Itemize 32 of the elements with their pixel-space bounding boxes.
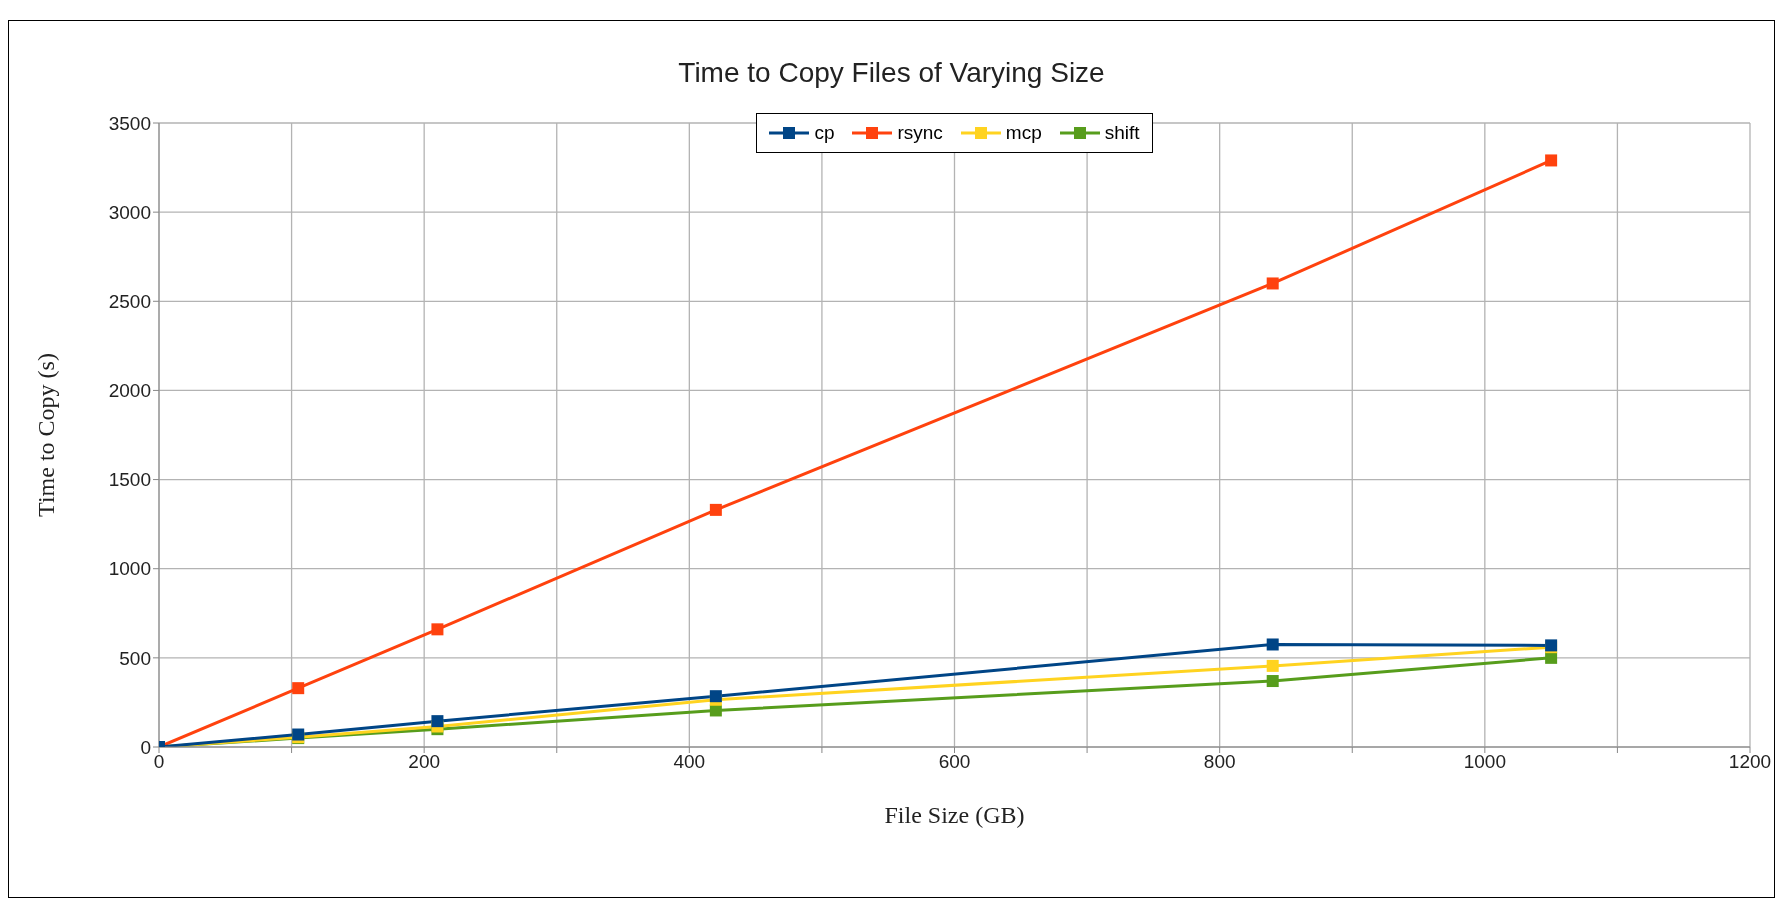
y-tick-label: 2500: [108, 291, 151, 313]
y-tick-label: 1000: [108, 558, 151, 580]
x-axis-title: File Size (GB): [884, 802, 1025, 828]
point: [1545, 651, 1558, 664]
y-tick-label: 1500: [108, 469, 151, 491]
legend-label: rsync: [896, 122, 943, 144]
point: [431, 715, 444, 728]
y-tick-label: 500: [119, 647, 151, 669]
x-tick-label: 400: [673, 751, 706, 773]
x-tick-label: 600: [938, 751, 971, 773]
y-tick-label: 0: [140, 736, 151, 758]
point: [1266, 638, 1279, 651]
y-tick-label: 3500: [108, 112, 151, 134]
x-tick-label: 1200: [1728, 751, 1772, 773]
point: [431, 623, 444, 636]
x-tick-label: 800: [1203, 751, 1236, 773]
point: [709, 503, 722, 516]
y-tick-label: 3000: [108, 201, 151, 223]
point: [1266, 277, 1279, 290]
chart-title: Time to Copy Files of Varying Size: [677, 57, 1106, 89]
y-tick-label: 2000: [108, 380, 151, 402]
legend-label: mcp: [1004, 122, 1042, 144]
legend-label: shift: [1103, 122, 1140, 144]
point: [1266, 659, 1279, 672]
x-tick-label: 0: [153, 751, 165, 773]
x-tick-label: 1000: [1463, 751, 1506, 773]
y-axis-title: Time to Copy (s): [32, 353, 59, 517]
x-tick-label: 200: [408, 751, 441, 773]
point: [1266, 675, 1279, 688]
point: [292, 682, 305, 695]
legend-label: cp: [813, 122, 835, 144]
point: [1545, 154, 1558, 167]
